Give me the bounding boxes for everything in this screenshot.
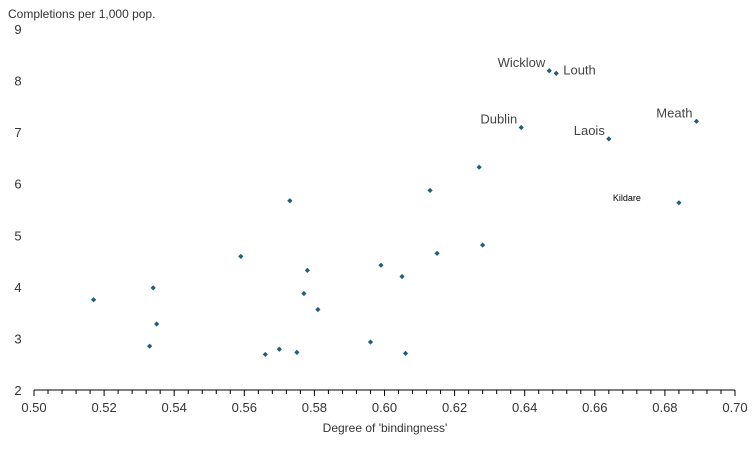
y-tick-label: 5: [14, 228, 21, 243]
x-tick-label: 0.52: [91, 400, 116, 415]
y-tick-label: 8: [14, 74, 21, 89]
data-point: [399, 273, 405, 280]
x-tick-label: 0.54: [162, 400, 187, 415]
data-point: [546, 68, 552, 74]
data-point: [518, 124, 524, 131]
data-point: [378, 262, 384, 268]
data-points: [90, 68, 700, 358]
data-point: [676, 200, 682, 206]
data-point: [476, 164, 482, 170]
data-point: [402, 350, 409, 356]
x-tick-label: 0.58: [302, 400, 327, 415]
data-point: [301, 290, 307, 297]
x-tick-label: 0.64: [512, 400, 537, 415]
point-label: Louth: [563, 62, 596, 77]
data-point: [367, 339, 374, 345]
x-tick-label: 0.56: [232, 400, 257, 415]
point-label: Kildare: [613, 193, 641, 203]
point-label: Laois: [574, 123, 606, 138]
y-tick-label: 2: [14, 383, 21, 398]
x-tick-label: 0.50: [21, 400, 46, 415]
y-tick-label: 7: [14, 125, 21, 140]
y-tick-label: 6: [14, 177, 21, 192]
data-point: [434, 250, 440, 256]
data-point: [90, 297, 97, 303]
data-point: [238, 253, 244, 260]
x-tick-label: 0.60: [372, 400, 397, 415]
point-label: Dublin: [480, 112, 517, 127]
data-point: [276, 346, 282, 352]
data-point: [262, 351, 268, 358]
y-tick-label: 3: [14, 331, 21, 346]
x-axis-ticks: 0.50 0.52 0.54 0.56 0.58 0.60 0.62 0.64 0.66 0.68…: [21, 390, 748, 415]
data-point: [553, 70, 559, 76]
data-point: [606, 136, 612, 142]
y-tick-label: 9: [14, 22, 21, 37]
point-label: Wicklow: [498, 55, 546, 70]
x-axis-title: Degree of 'bindingness': [323, 421, 448, 435]
data-point: [147, 343, 153, 349]
y-tick-label: 4: [14, 280, 21, 295]
data-point: [287, 198, 293, 204]
y-axis-ticks: 2 3 4 5 6 7 8 9: [14, 22, 21, 398]
point-label: Meath: [656, 105, 692, 120]
x-tick-label: 0.68: [652, 400, 677, 415]
data-point: [427, 187, 433, 194]
data-point: [154, 321, 160, 327]
x-tick-label: 0.62: [442, 400, 467, 415]
x-tick-label: 0.66: [582, 400, 607, 415]
data-point: [304, 267, 310, 273]
data-point: [315, 306, 321, 313]
data-point: [693, 118, 700, 124]
y-axis-title: Completions per 1,000 pop.: [8, 7, 155, 21]
data-point: [480, 242, 486, 248]
x-tick-label: 0.70: [722, 400, 747, 415]
point-labels: Dublin Wicklow Louth Laois Kildare Meath: [480, 55, 692, 203]
data-point: [294, 349, 300, 355]
data-point: [150, 285, 156, 291]
